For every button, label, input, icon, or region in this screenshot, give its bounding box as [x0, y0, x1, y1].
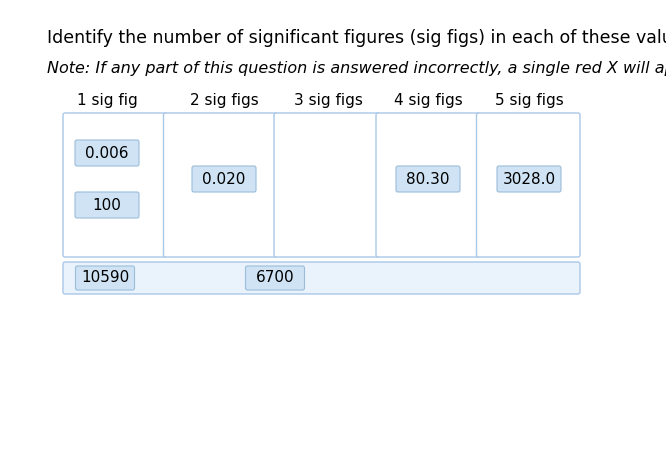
- FancyBboxPatch shape: [75, 192, 139, 218]
- Text: 10590: 10590: [81, 271, 129, 286]
- Text: 0.020: 0.020: [202, 172, 246, 187]
- FancyBboxPatch shape: [246, 266, 304, 290]
- FancyBboxPatch shape: [63, 262, 580, 294]
- Text: 0.006: 0.006: [85, 145, 129, 161]
- Text: Identify the number of significant figures (sig figs) in each of these values.: Identify the number of significant figur…: [47, 29, 666, 47]
- FancyBboxPatch shape: [497, 166, 561, 192]
- FancyBboxPatch shape: [192, 166, 256, 192]
- Text: 5 sig figs: 5 sig figs: [495, 93, 563, 108]
- Text: 3 sig figs: 3 sig figs: [294, 93, 362, 108]
- Text: 3028.0: 3028.0: [502, 172, 555, 187]
- Text: 2 sig figs: 2 sig figs: [190, 93, 258, 108]
- FancyBboxPatch shape: [396, 166, 460, 192]
- FancyBboxPatch shape: [163, 113, 278, 257]
- FancyBboxPatch shape: [75, 266, 135, 290]
- Text: Note: If any part of this question is answered incorrectly, a single red X will : Note: If any part of this question is an…: [47, 60, 666, 75]
- FancyBboxPatch shape: [274, 113, 380, 257]
- Text: 1 sig fig: 1 sig fig: [77, 93, 137, 108]
- FancyBboxPatch shape: [63, 113, 168, 257]
- Text: 6700: 6700: [256, 271, 294, 286]
- FancyBboxPatch shape: [476, 113, 580, 257]
- FancyBboxPatch shape: [376, 113, 480, 257]
- Text: 100: 100: [93, 197, 121, 212]
- FancyBboxPatch shape: [75, 140, 139, 166]
- Text: 80.30: 80.30: [406, 172, 450, 187]
- Text: 4 sig figs: 4 sig figs: [394, 93, 462, 108]
